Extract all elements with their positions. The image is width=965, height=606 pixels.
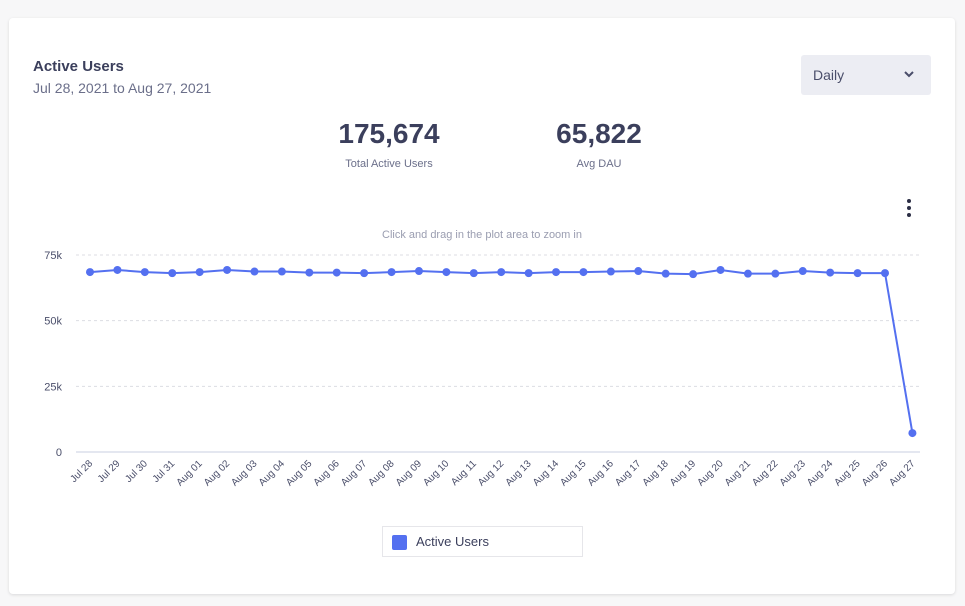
data-point[interactable] [743, 269, 752, 278]
data-point[interactable] [305, 268, 314, 277]
data-point[interactable] [168, 269, 177, 278]
stat-avg-dau: 65,822 Avg DAU [529, 118, 669, 170]
x-tick-label: Aug 20 [695, 458, 725, 488]
kebab-menu-icon[interactable] [899, 198, 919, 218]
zoom-hint: Click and drag in the plot area to zoom … [382, 229, 582, 241]
x-tick-label: Aug 08 [366, 458, 396, 488]
data-point[interactable] [277, 267, 286, 276]
x-tick-label: Aug 21 [723, 458, 753, 488]
legend-item-active-users[interactable]: Active Users [382, 526, 583, 557]
x-tick-label: Aug 09 [394, 458, 424, 488]
x-tick-label: Aug 15 [558, 458, 588, 488]
data-point[interactable] [826, 268, 835, 277]
stat-value: 175,674 [338, 118, 440, 149]
series-line-active-users [89, 268, 914, 434]
y-tick-label: 0 [56, 447, 62, 459]
x-tick-label: Aug 18 [641, 458, 671, 488]
data-point[interactable] [661, 269, 670, 278]
x-tick-label: Aug 26 [860, 458, 890, 488]
data-point[interactable] [250, 267, 259, 276]
x-tick-label: Aug 01 [175, 458, 205, 488]
data-point[interactable] [497, 268, 506, 277]
x-tick-label: Aug 24 [805, 458, 835, 488]
data-point[interactable] [579, 268, 588, 277]
data-point[interactable] [414, 267, 423, 276]
x-tick-label: Aug 23 [778, 458, 808, 488]
data-point[interactable] [223, 265, 232, 274]
card-title: Active Users [33, 58, 124, 75]
data-point[interactable] [908, 429, 917, 438]
date-range: Jul 28, 2021 to Aug 27, 2021 [33, 80, 212, 96]
x-tick-label: Jul 28 [68, 458, 95, 485]
x-tick-label: Aug 11 [449, 458, 479, 488]
data-point[interactable] [360, 269, 369, 278]
data-point[interactable] [332, 268, 341, 277]
data-point[interactable] [853, 269, 862, 278]
x-tick-label: Aug 22 [750, 458, 780, 488]
x-tick-label: Aug 27 [887, 458, 917, 488]
x-tick-label: Aug 14 [531, 458, 561, 488]
stat-label: Avg DAU [576, 158, 622, 170]
stat-label: Total Active Users [345, 158, 433, 170]
x-tick-label: Aug 10 [421, 458, 451, 488]
x-tick-label: Aug 13 [504, 458, 534, 488]
data-point[interactable] [86, 268, 94, 277]
x-tick-label: Aug 02 [202, 458, 232, 488]
data-point[interactable] [195, 268, 204, 277]
x-tick-label: Aug 04 [257, 458, 287, 488]
y-tick-label: 25k [44, 381, 62, 393]
data-point[interactable] [716, 265, 725, 274]
data-point[interactable] [552, 268, 561, 277]
chevron-down-icon [904, 71, 914, 78]
stat-total-active-users: 175,674 Total Active Users [319, 118, 459, 170]
x-tick-label: Jul 30 [123, 458, 150, 485]
data-point[interactable] [771, 269, 780, 278]
data-point[interactable] [469, 269, 478, 278]
data-point[interactable] [798, 267, 807, 276]
data-point[interactable] [881, 269, 889, 278]
legend-swatch [392, 535, 407, 550]
data-point[interactable] [524, 269, 533, 278]
active-users-card: Active Users Jul 28, 2021 to Aug 27, 202… [9, 18, 955, 594]
x-tick-label: Aug 07 [339, 458, 369, 488]
y-tick-label: 50k [44, 316, 62, 328]
data-point[interactable] [606, 267, 615, 276]
x-tick-label: Aug 12 [476, 458, 506, 488]
stat-value: 65,822 [556, 118, 642, 149]
x-tick-label: Aug 03 [229, 458, 259, 488]
data-point[interactable] [689, 270, 698, 279]
data-point[interactable] [442, 268, 451, 277]
data-point[interactable] [634, 267, 643, 276]
x-tick-label: Aug 25 [833, 458, 863, 488]
y-tick-label: 75k [44, 250, 62, 262]
interval-dropdown[interactable]: Daily [801, 55, 931, 95]
x-tick-label: Aug 17 [613, 458, 643, 488]
data-point[interactable] [387, 268, 396, 277]
x-tick-label: Aug 06 [312, 458, 342, 488]
data-point[interactable] [113, 265, 122, 274]
x-tick-label: Aug 19 [668, 458, 698, 488]
data-point[interactable] [140, 268, 149, 277]
x-tick-label: Jul 29 [96, 458, 123, 485]
x-tick-label: Aug 05 [284, 458, 314, 488]
interval-selected: Daily [813, 67, 845, 83]
legend-label: Active Users [416, 534, 489, 549]
x-tick-label: Aug 16 [586, 458, 616, 488]
